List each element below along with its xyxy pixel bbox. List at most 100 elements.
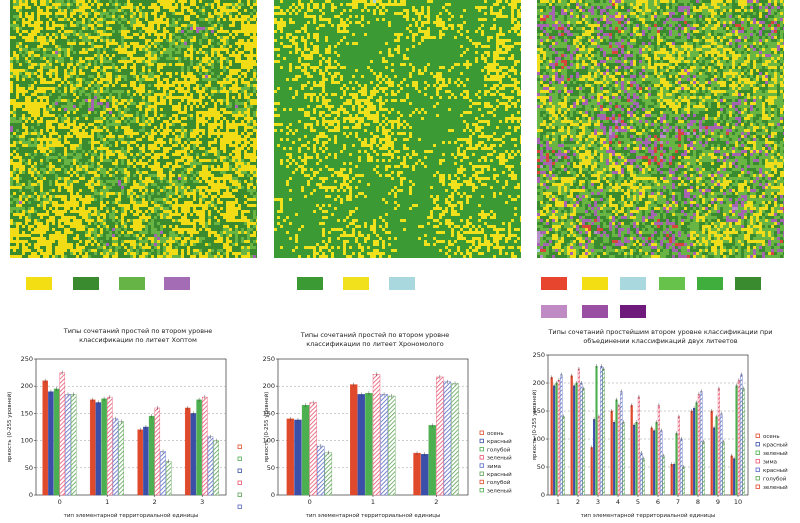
bar bbox=[683, 467, 685, 495]
legend-swatch bbox=[119, 277, 145, 290]
legend-marker bbox=[480, 456, 484, 460]
x-tick-label: 8 bbox=[696, 498, 700, 506]
bar bbox=[723, 442, 725, 495]
y-tick-label: 0 bbox=[29, 491, 33, 499]
x-tick-label: 4 bbox=[616, 498, 620, 506]
y-tick-label: 250 bbox=[533, 351, 545, 359]
legend-label: красный bbox=[487, 438, 512, 445]
bar bbox=[653, 431, 655, 495]
bar bbox=[373, 374, 380, 495]
x-tick-label: 1 bbox=[556, 498, 560, 506]
bar bbox=[365, 393, 372, 495]
bar bbox=[155, 408, 160, 495]
x-tick-label: 6 bbox=[656, 498, 660, 506]
bar bbox=[414, 453, 421, 495]
bar bbox=[551, 377, 553, 495]
x-tick-label: 5 bbox=[636, 498, 640, 506]
bar bbox=[113, 419, 118, 495]
bar bbox=[611, 411, 613, 495]
legend-label: зима bbox=[763, 460, 777, 466]
bar bbox=[444, 382, 451, 495]
legend-marker bbox=[756, 443, 760, 447]
bar bbox=[96, 403, 101, 495]
bar bbox=[60, 373, 65, 495]
bar bbox=[600, 366, 602, 495]
legend-marker bbox=[756, 434, 760, 438]
x-axis-label: тип элементарной территориальной единицы bbox=[581, 512, 716, 519]
bar bbox=[676, 433, 678, 495]
y-tick-label: 250 bbox=[21, 355, 33, 363]
bar bbox=[636, 422, 638, 495]
y-tick-label: 50 bbox=[537, 463, 545, 471]
bar bbox=[640, 453, 642, 495]
y-tick-label: 100 bbox=[21, 437, 33, 445]
bar bbox=[65, 394, 70, 495]
bar bbox=[598, 417, 600, 495]
bar bbox=[733, 459, 735, 495]
bar bbox=[633, 425, 635, 495]
legend-marker bbox=[238, 481, 242, 485]
raster-map-center bbox=[274, 0, 521, 258]
x-axis-label: тип элементарной территориальной единицы bbox=[64, 512, 199, 519]
legend-swatch bbox=[541, 305, 567, 318]
y-tick-label: 200 bbox=[263, 382, 275, 390]
x-tick-label: 0 bbox=[308, 498, 312, 506]
bar bbox=[358, 394, 365, 495]
y-axis-label: яркость (0-255 уровней) bbox=[6, 392, 13, 463]
y-tick-label: 50 bbox=[25, 464, 33, 472]
bar bbox=[596, 366, 598, 495]
x-tick-label: 1 bbox=[371, 498, 375, 506]
legend-marker bbox=[756, 468, 760, 472]
bar bbox=[693, 408, 695, 495]
y-tick-label: 250 bbox=[263, 355, 275, 363]
bar bbox=[603, 369, 605, 495]
legend-label: красный bbox=[763, 467, 788, 474]
x-tick-label: 3 bbox=[596, 498, 600, 506]
legend-label: голубой bbox=[487, 446, 511, 453]
legend-swatch bbox=[620, 305, 646, 318]
legend-label: красный bbox=[487, 471, 512, 478]
bar bbox=[119, 422, 124, 495]
bar bbox=[691, 411, 693, 495]
legend-marker bbox=[480, 431, 484, 435]
bar bbox=[740, 375, 742, 495]
bar bbox=[317, 446, 324, 495]
bar bbox=[631, 405, 633, 495]
bar bbox=[718, 389, 720, 495]
bar bbox=[651, 428, 653, 495]
bar bbox=[166, 461, 171, 495]
bar bbox=[638, 397, 640, 495]
legend-swatch bbox=[389, 277, 415, 290]
bar bbox=[656, 422, 658, 495]
raster-map-left bbox=[10, 0, 257, 258]
bar bbox=[287, 419, 294, 495]
legend-label: зеленый bbox=[763, 484, 788, 491]
x-tick-label: 0 bbox=[58, 498, 62, 506]
bar bbox=[643, 459, 645, 495]
bar bbox=[381, 394, 388, 495]
bar bbox=[700, 391, 702, 495]
bar bbox=[578, 369, 580, 495]
legend-label: голубой bbox=[487, 479, 511, 486]
bar bbox=[325, 453, 332, 495]
y-axis-label: яркость (0-255 уровней) bbox=[531, 390, 538, 461]
bar bbox=[160, 451, 165, 495]
bar bbox=[616, 400, 618, 495]
y-tick-label: 200 bbox=[21, 382, 33, 390]
bar bbox=[673, 464, 675, 495]
bar bbox=[660, 431, 662, 495]
bar bbox=[663, 456, 665, 495]
legend-label: осень bbox=[487, 431, 504, 437]
legend-marker bbox=[238, 505, 242, 509]
bar bbox=[720, 414, 722, 495]
bar bbox=[436, 377, 443, 495]
bar bbox=[743, 389, 745, 495]
classification-map-center bbox=[274, 0, 521, 258]
bar bbox=[452, 383, 459, 495]
bar bbox=[350, 385, 357, 495]
bar bbox=[731, 456, 733, 495]
bar bbox=[310, 403, 317, 495]
